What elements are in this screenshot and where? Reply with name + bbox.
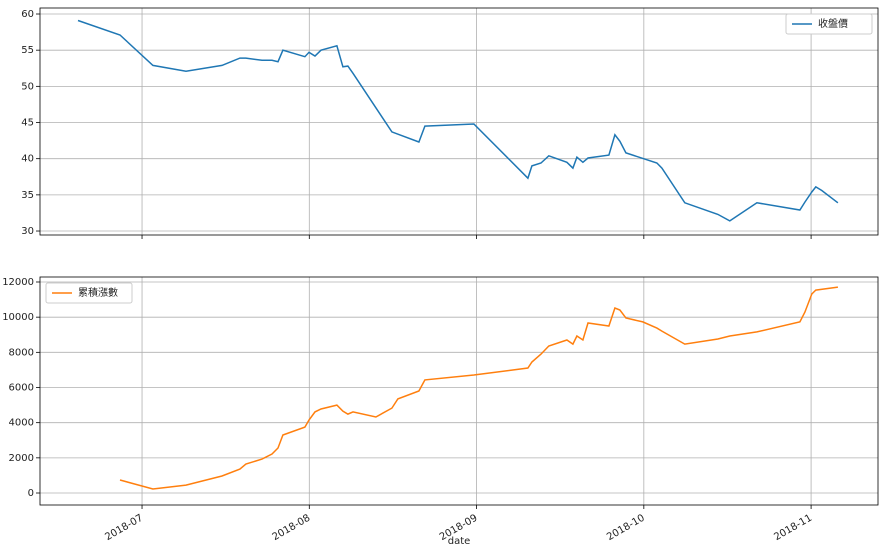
axes-frame (39, 7, 879, 236)
x-tick-label: 2018-08 (271, 513, 313, 543)
legend-label: 累積漲數 (78, 286, 118, 299)
y-tick-label: 35 (21, 190, 34, 201)
y-tick-label: 40 (21, 154, 34, 165)
data-line (77, 19, 839, 222)
legend-box (45, 282, 133, 304)
y-tick-label: 12000 (2, 277, 34, 288)
axes-frame (39, 276, 879, 506)
y-tick-label: 2000 (9, 453, 34, 464)
y-tick-label: 45 (21, 118, 34, 129)
y-tick-label: 6000 (9, 383, 34, 394)
y-tick-label: 4000 (9, 418, 34, 429)
x-tick-label: 2018-11 (772, 513, 814, 543)
y-tick-label: 8000 (9, 347, 34, 358)
legend-label: 收盤價 (818, 17, 848, 30)
y-tick-label: 10000 (2, 312, 34, 323)
y-tick-label: 0 (28, 488, 34, 499)
x-tick-label: 2018-10 (605, 513, 647, 543)
x-tick-label: 2018-07 (103, 513, 145, 543)
legend-box (785, 13, 873, 35)
y-tick-label: 50 (21, 81, 34, 92)
y-tick-label: 30 (21, 226, 34, 237)
y-tick-label: 60 (21, 9, 34, 20)
x-axis-label: date (448, 536, 471, 547)
data-line (119, 286, 839, 490)
y-tick-label: 55 (21, 45, 34, 56)
